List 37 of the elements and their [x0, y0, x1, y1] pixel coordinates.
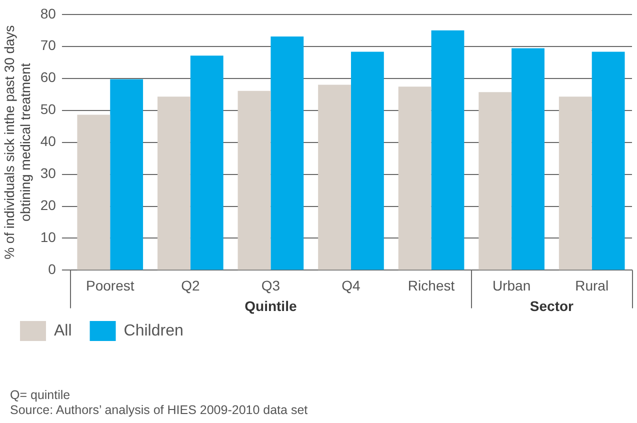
y-tick-label: 80 [40, 5, 56, 22]
x-tick-label: Q3 [261, 277, 280, 294]
bar [270, 36, 304, 270]
bar [398, 86, 432, 270]
y-tick-label: 0 [48, 261, 56, 278]
bar [110, 79, 144, 270]
bar [77, 114, 110, 270]
bar [318, 84, 351, 270]
text: Q= quintile [10, 388, 72, 403]
x-tick-label: Q2 [181, 277, 200, 294]
x-tick-label: Rural [575, 277, 609, 294]
y-tick-label: 50 [40, 101, 56, 118]
x-tick-label: Q4 [342, 277, 361, 294]
source-note: Source: Authors’ analysis of HIES 2009-2010 data set [10, 403, 308, 418]
x-tick-label: Urban [492, 277, 531, 294]
x-tick-label: Poorest [86, 277, 134, 294]
y-tick-label: 20 [40, 197, 56, 214]
bar [478, 92, 512, 270]
text: Sector [530, 298, 574, 314]
bar [512, 48, 544, 270]
y-tick-label: 40 [40, 133, 56, 150]
legend-label: All [54, 322, 72, 340]
bar [238, 90, 271, 270]
bar [350, 52, 384, 270]
y-tick-label: 30 [40, 165, 56, 182]
y-axis-title: % of individuals sick inthe past 30 days obtining medical treatment [2, 24, 34, 260]
x-tick-label: Richest [408, 277, 455, 294]
y-tick-label: 60 [40, 69, 56, 86]
bar [592, 52, 625, 270]
y-tick-label: 70 [40, 37, 56, 54]
bar [431, 30, 464, 270]
bar [558, 96, 592, 270]
bar [190, 56, 224, 270]
bar [157, 96, 190, 270]
text: Quintile [244, 298, 297, 314]
y-tick-label: 10 [40, 229, 56, 246]
legend-label: Children [124, 322, 184, 340]
